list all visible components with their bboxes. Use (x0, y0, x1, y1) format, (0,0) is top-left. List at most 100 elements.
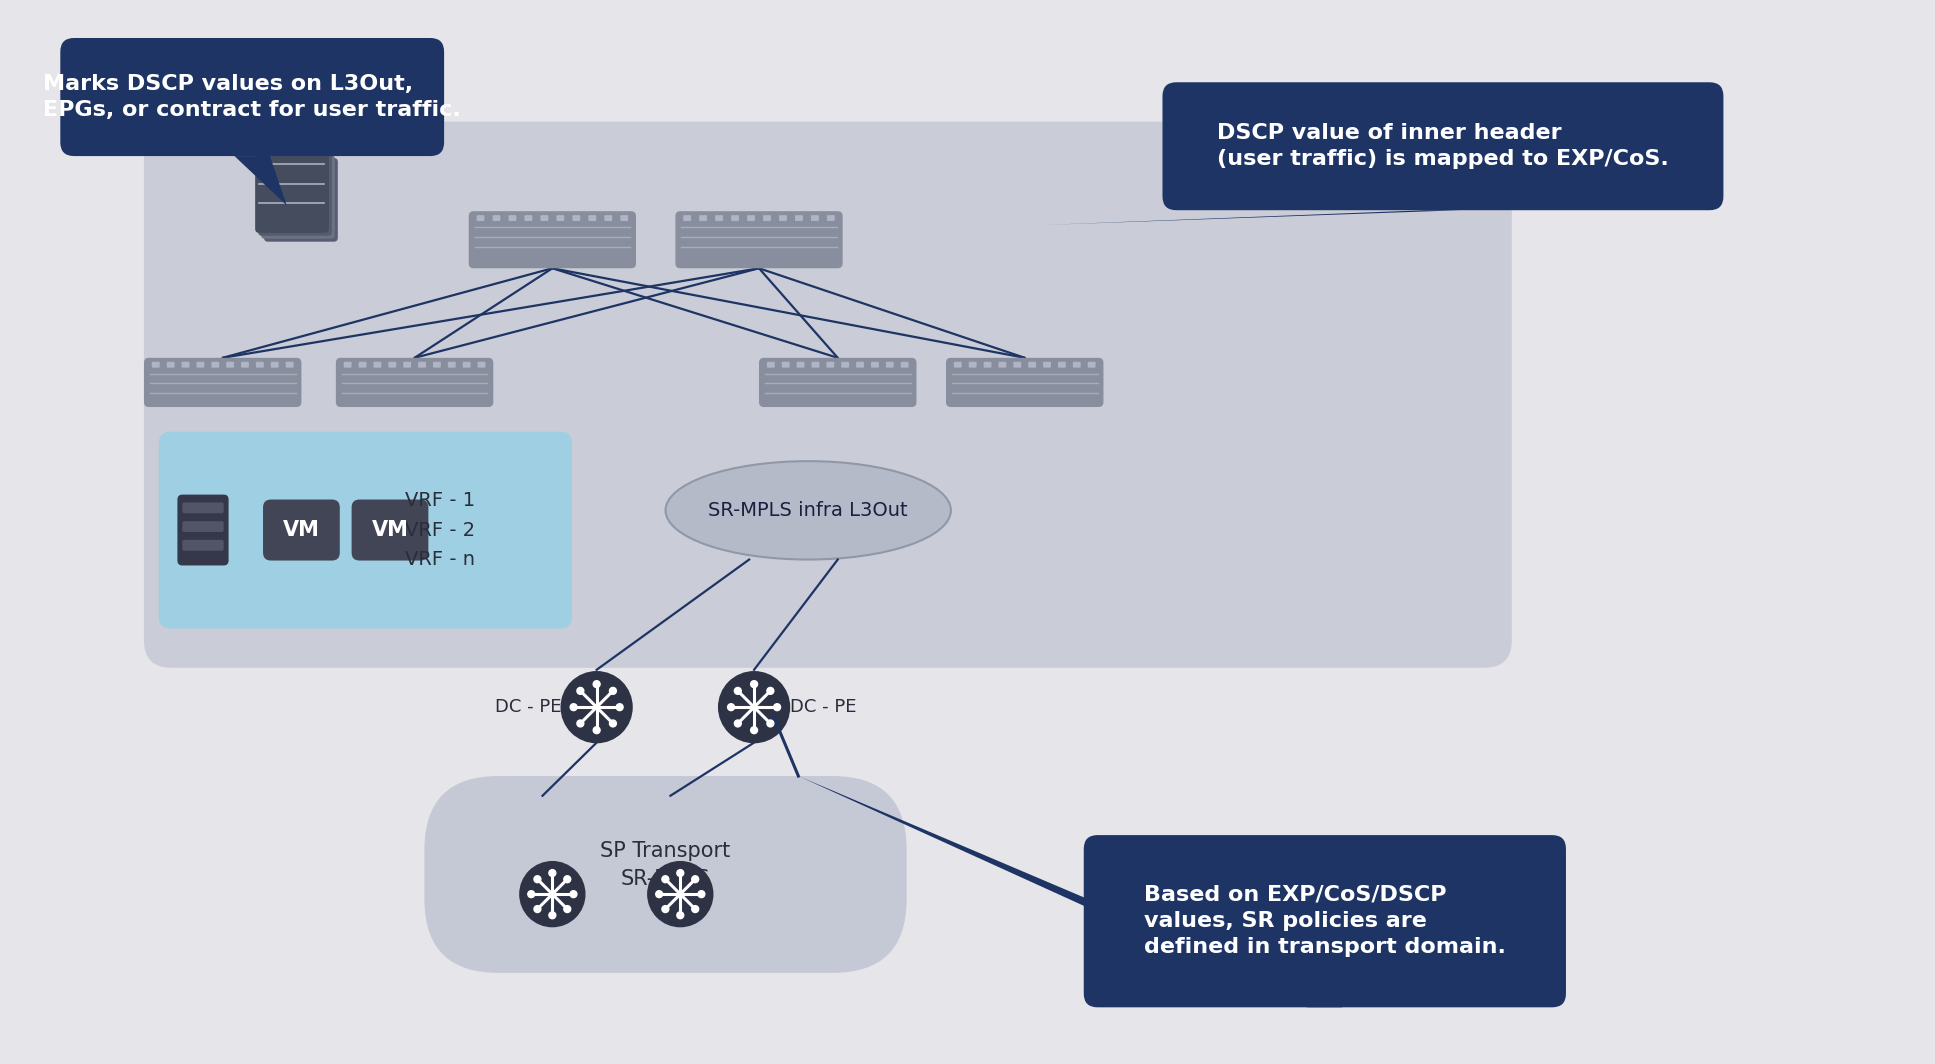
Text: SR-MPLS infra L3Out: SR-MPLS infra L3Out (708, 501, 908, 520)
FancyBboxPatch shape (197, 362, 205, 368)
FancyBboxPatch shape (1027, 362, 1035, 368)
FancyBboxPatch shape (418, 362, 426, 368)
FancyBboxPatch shape (178, 495, 228, 565)
FancyBboxPatch shape (373, 362, 381, 368)
FancyBboxPatch shape (886, 362, 894, 368)
FancyBboxPatch shape (780, 215, 788, 221)
Circle shape (528, 891, 534, 898)
Polygon shape (234, 156, 286, 205)
FancyBboxPatch shape (182, 362, 190, 368)
FancyBboxPatch shape (263, 159, 339, 242)
Text: APIC: APIC (261, 148, 281, 157)
Text: SP Transport
SR-MPLS: SP Transport SR-MPLS (600, 841, 731, 888)
Circle shape (774, 703, 780, 711)
Circle shape (751, 681, 757, 687)
Ellipse shape (567, 712, 627, 728)
FancyBboxPatch shape (762, 215, 770, 221)
Circle shape (656, 891, 662, 898)
Circle shape (563, 905, 571, 913)
Circle shape (751, 727, 757, 734)
Circle shape (615, 703, 623, 711)
Circle shape (693, 905, 699, 913)
FancyBboxPatch shape (826, 362, 834, 368)
FancyBboxPatch shape (462, 362, 470, 368)
FancyBboxPatch shape (826, 215, 834, 221)
Circle shape (693, 876, 699, 883)
FancyBboxPatch shape (476, 215, 484, 221)
FancyBboxPatch shape (344, 362, 352, 368)
FancyBboxPatch shape (683, 215, 691, 221)
FancyBboxPatch shape (255, 149, 329, 233)
FancyBboxPatch shape (60, 38, 445, 156)
FancyBboxPatch shape (433, 362, 441, 368)
Circle shape (577, 720, 584, 727)
Text: DC - PE: DC - PE (789, 698, 855, 716)
Text: VRF - 1
VRF - 2
VRF - n: VRF - 1 VRF - 2 VRF - n (404, 491, 474, 569)
FancyBboxPatch shape (782, 362, 789, 368)
Polygon shape (799, 776, 1343, 1008)
FancyBboxPatch shape (257, 152, 333, 236)
Text: Based on EXP/CoS/DSCP
values, SR policies are
defined in transport domain.: Based on EXP/CoS/DSCP values, SR policie… (1144, 884, 1505, 958)
Circle shape (571, 703, 577, 711)
Circle shape (699, 891, 704, 898)
FancyBboxPatch shape (900, 362, 909, 368)
Ellipse shape (666, 461, 950, 560)
Circle shape (766, 687, 774, 695)
FancyBboxPatch shape (588, 215, 596, 221)
Circle shape (677, 869, 683, 877)
Ellipse shape (652, 898, 708, 913)
Circle shape (550, 869, 555, 877)
FancyBboxPatch shape (811, 362, 819, 368)
FancyBboxPatch shape (1163, 82, 1724, 211)
Circle shape (534, 876, 542, 883)
FancyBboxPatch shape (716, 215, 724, 221)
FancyBboxPatch shape (1072, 362, 1082, 368)
FancyBboxPatch shape (604, 215, 611, 221)
Circle shape (610, 720, 617, 727)
FancyBboxPatch shape (983, 362, 991, 368)
Text: DSCP value of inner header
(user traffic) is mapped to EXP/CoS.: DSCP value of inner header (user traffic… (1217, 123, 1668, 169)
FancyBboxPatch shape (731, 215, 739, 221)
FancyBboxPatch shape (699, 215, 706, 221)
Circle shape (662, 905, 670, 913)
FancyBboxPatch shape (182, 521, 224, 532)
Circle shape (718, 671, 789, 743)
Circle shape (534, 905, 542, 913)
FancyBboxPatch shape (998, 362, 1006, 368)
FancyBboxPatch shape (747, 215, 755, 221)
FancyBboxPatch shape (1087, 362, 1095, 368)
Circle shape (662, 876, 670, 883)
FancyBboxPatch shape (493, 215, 501, 221)
Circle shape (571, 891, 577, 898)
Ellipse shape (524, 898, 580, 913)
FancyBboxPatch shape (389, 362, 397, 368)
Circle shape (735, 687, 741, 695)
FancyBboxPatch shape (182, 539, 224, 551)
FancyBboxPatch shape (509, 215, 517, 221)
FancyBboxPatch shape (946, 358, 1103, 408)
FancyBboxPatch shape (811, 215, 819, 221)
Circle shape (577, 687, 584, 695)
Text: VM: VM (372, 520, 408, 541)
FancyBboxPatch shape (211, 362, 219, 368)
Circle shape (648, 862, 712, 927)
FancyBboxPatch shape (621, 215, 629, 221)
FancyBboxPatch shape (969, 362, 977, 368)
FancyBboxPatch shape (424, 776, 908, 972)
Circle shape (728, 703, 735, 711)
FancyBboxPatch shape (573, 215, 580, 221)
FancyBboxPatch shape (766, 362, 774, 368)
FancyBboxPatch shape (226, 362, 234, 368)
FancyBboxPatch shape (255, 362, 263, 368)
FancyBboxPatch shape (524, 215, 532, 221)
FancyBboxPatch shape (795, 215, 803, 221)
FancyBboxPatch shape (540, 215, 548, 221)
FancyBboxPatch shape (402, 362, 410, 368)
FancyBboxPatch shape (151, 362, 161, 368)
FancyBboxPatch shape (242, 362, 250, 368)
FancyBboxPatch shape (166, 362, 174, 368)
FancyBboxPatch shape (1043, 362, 1051, 368)
FancyBboxPatch shape (182, 502, 224, 513)
Text: APIC: APIC (263, 151, 284, 160)
FancyBboxPatch shape (1084, 835, 1565, 1008)
